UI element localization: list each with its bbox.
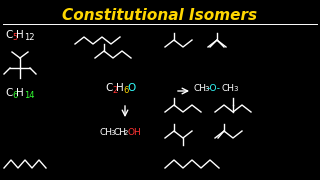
Text: Constitutional Isomers: Constitutional Isomers xyxy=(62,8,258,23)
Text: 12: 12 xyxy=(24,33,35,42)
Text: H: H xyxy=(16,88,24,98)
Text: C: C xyxy=(5,30,12,40)
Text: O: O xyxy=(127,83,135,93)
Text: 3: 3 xyxy=(204,86,209,92)
Text: OH: OH xyxy=(127,128,141,137)
Text: C: C xyxy=(5,88,12,98)
Text: CH: CH xyxy=(193,84,206,93)
Text: 6: 6 xyxy=(123,86,128,95)
Text: 6: 6 xyxy=(12,91,17,100)
Text: 3: 3 xyxy=(110,130,115,136)
Text: CH: CH xyxy=(99,128,112,137)
Text: 14: 14 xyxy=(24,91,35,100)
Text: 3: 3 xyxy=(233,86,237,92)
Text: -O-: -O- xyxy=(207,84,221,93)
Text: C: C xyxy=(105,83,112,93)
Text: H: H xyxy=(116,83,124,93)
Text: CH: CH xyxy=(113,128,126,137)
Text: H: H xyxy=(16,30,24,40)
Text: 2: 2 xyxy=(112,86,117,95)
Text: CH: CH xyxy=(222,84,235,93)
Text: 5: 5 xyxy=(12,33,17,42)
Text: 2: 2 xyxy=(124,130,128,136)
